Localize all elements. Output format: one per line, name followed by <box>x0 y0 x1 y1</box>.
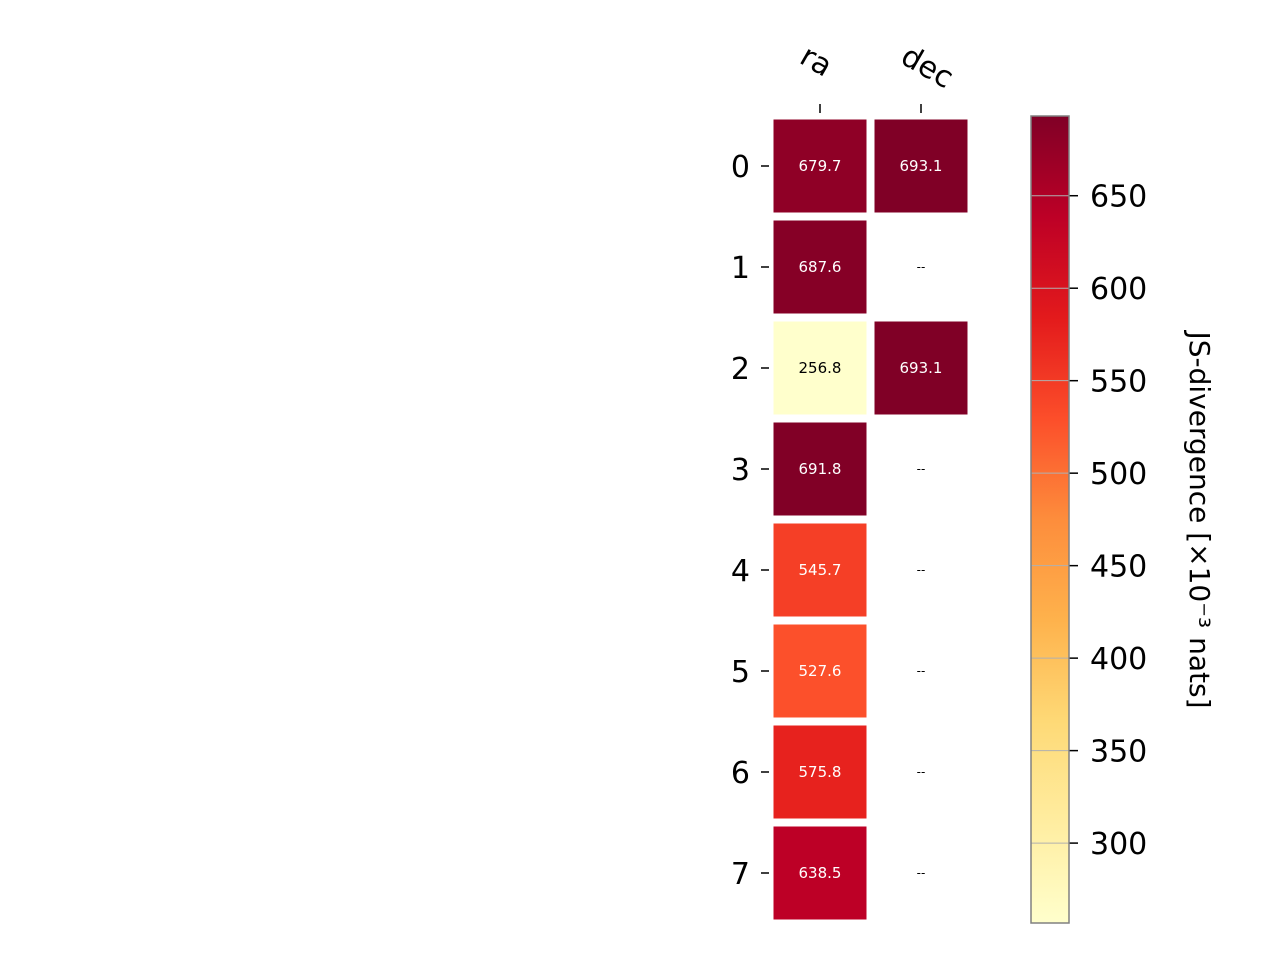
colorbar-tick-label: 350 <box>1090 735 1147 770</box>
cell-missing-label: -- <box>917 765 926 779</box>
row-tick-label: 4 <box>731 554 750 589</box>
heatmap-cell <box>773 725 867 819</box>
cell-missing-label: -- <box>917 563 926 577</box>
colorbar-tick-label: 500 <box>1090 457 1147 492</box>
row-tick-label: 2 <box>731 352 750 387</box>
heatmap-cell <box>874 119 968 213</box>
colorbar-tick-label: 450 <box>1090 550 1147 585</box>
cell-value-label: 693.1 <box>900 359 943 377</box>
heatmap-cell <box>773 422 867 516</box>
colorbar-tick-label: 400 <box>1090 642 1147 677</box>
cell-value-label: 687.6 <box>799 258 842 276</box>
cell-missing-label: -- <box>917 866 926 880</box>
cell-missing-label: -- <box>917 664 926 678</box>
colorbar-tick-label: 550 <box>1090 365 1147 400</box>
cell-value-label: 693.1 <box>900 157 943 175</box>
colorbar-tick-label: 300 <box>1090 827 1147 862</box>
row-tick-label: 0 <box>731 150 750 185</box>
heatmap-cell <box>773 119 867 213</box>
colorbar-tick-label: 600 <box>1090 272 1147 307</box>
row-tick-label: 6 <box>731 756 750 791</box>
column-tick-label: ra <box>794 39 838 85</box>
cell-missing-label: -- <box>917 260 926 274</box>
colorbar-label: JS-divergence [×10⁻³ nats] <box>1183 329 1216 708</box>
row-axis: 0 1 2 3 4 5 6 7 <box>731 150 769 892</box>
cell-value-label: 691.8 <box>799 460 842 478</box>
heatmap-cell <box>773 321 867 415</box>
colorbar-ticks: 300 350 400 450 500 550 600 650 <box>1031 180 1147 862</box>
cell-value-label: 527.6 <box>799 662 842 680</box>
cell-value-label: 256.8 <box>799 359 842 377</box>
heatmap-cells: 679.7 693.1 687.6 -- 256.8 693.1 691.8 -- 545.7 -… <box>773 119 968 920</box>
row-tick-label: 7 <box>731 857 750 892</box>
colorbar: 300 350 400 450 500 550 600 650 JS-divergence [… <box>1030 115 1216 924</box>
column-axis: ra dec <box>794 39 959 113</box>
row-tick-label: 1 <box>731 251 750 286</box>
heatmap-cell <box>773 624 867 718</box>
row-tick-label: 5 <box>731 655 750 690</box>
heatmap-cell <box>773 220 867 314</box>
colorbar-frame <box>1030 115 1070 924</box>
cell-value-label: 638.5 <box>799 864 842 882</box>
row-tick-label: 3 <box>731 453 750 488</box>
cell-value-label: 575.8 <box>799 763 842 781</box>
heatmap-cell <box>874 321 968 415</box>
colorbar-tick-label: 650 <box>1090 180 1147 215</box>
cell-value-label: 679.7 <box>799 157 842 175</box>
heatmap-cell <box>773 523 867 617</box>
cell-missing-label: -- <box>917 462 926 476</box>
colorbar-gradient <box>1031 116 1069 923</box>
cell-value-label: 545.7 <box>799 561 842 579</box>
heatmap-cell <box>773 826 867 920</box>
column-tick-label: dec <box>895 39 959 96</box>
